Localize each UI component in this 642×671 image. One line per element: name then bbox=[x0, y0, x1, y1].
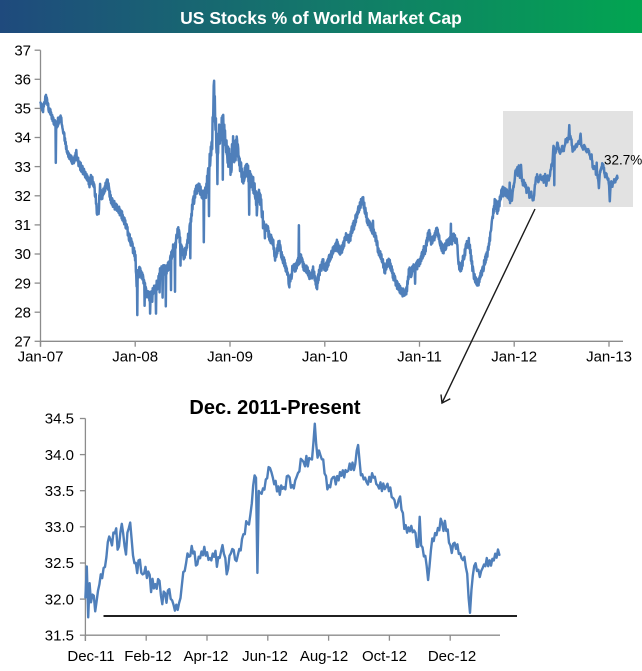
svg-text:Jan-11: Jan-11 bbox=[397, 349, 442, 366]
svg-text:32.5: 32.5 bbox=[45, 555, 74, 572]
svg-text:32: 32 bbox=[14, 188, 31, 205]
svg-text:30: 30 bbox=[14, 246, 31, 263]
svg-text:Aug-12: Aug-12 bbox=[300, 648, 348, 665]
svg-text:Jan-10: Jan-10 bbox=[302, 349, 348, 366]
svg-text:Dec-12: Dec-12 bbox=[428, 648, 476, 665]
svg-text:35: 35 bbox=[14, 101, 31, 118]
svg-text:Jan-07: Jan-07 bbox=[18, 349, 64, 366]
svg-text:34: 34 bbox=[14, 130, 31, 147]
svg-text:Oct-12: Oct-12 bbox=[362, 648, 407, 665]
svg-text:31.5: 31.5 bbox=[45, 627, 74, 644]
svg-text:27: 27 bbox=[14, 334, 31, 351]
svg-text:Feb-12: Feb-12 bbox=[124, 648, 172, 665]
svg-text:Jan-08: Jan-08 bbox=[112, 349, 158, 366]
svg-text:36: 36 bbox=[14, 72, 31, 89]
svg-text:34.5: 34.5 bbox=[45, 411, 74, 428]
svg-text:34.0: 34.0 bbox=[45, 447, 74, 464]
svg-text:33.5: 33.5 bbox=[45, 483, 74, 500]
svg-text:32.0: 32.0 bbox=[45, 591, 74, 608]
svg-text:37: 37 bbox=[14, 42, 31, 59]
svg-text:31: 31 bbox=[14, 217, 31, 234]
svg-text:Dec-11: Dec-11 bbox=[67, 648, 114, 665]
svg-text:Apr-12: Apr-12 bbox=[183, 648, 228, 665]
svg-text:32.7%: 32.7% bbox=[604, 153, 642, 168]
svg-text:33.0: 33.0 bbox=[45, 519, 74, 536]
svg-text:Jun-12: Jun-12 bbox=[242, 648, 288, 665]
svg-text:Dec. 2011-Present: Dec. 2011-Present bbox=[189, 397, 361, 419]
svg-text:29: 29 bbox=[14, 275, 31, 292]
svg-text:28: 28 bbox=[14, 304, 31, 321]
svg-text:33: 33 bbox=[14, 159, 31, 176]
svg-text:Jan-13: Jan-13 bbox=[586, 349, 632, 366]
svg-text:Jan-09: Jan-09 bbox=[207, 349, 253, 366]
svg-text:Jan-12: Jan-12 bbox=[491, 349, 537, 366]
svg-text:US Stocks % of World Market Ca: US Stocks % of World Market Cap bbox=[180, 8, 462, 28]
